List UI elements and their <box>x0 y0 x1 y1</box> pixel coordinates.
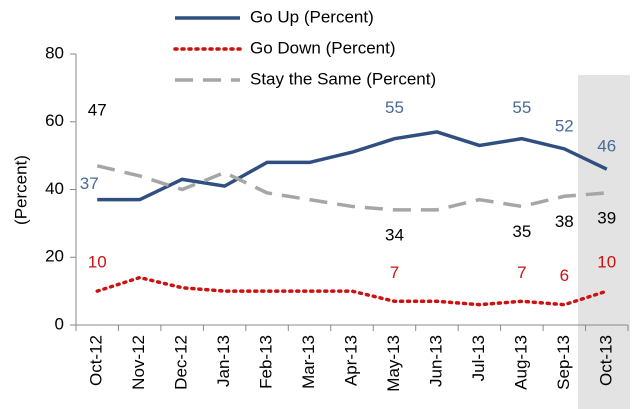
x-tick-label: Nov-12 <box>129 335 148 390</box>
x-tick-label: Jul-13 <box>469 335 488 381</box>
data-label: 10 <box>88 253 107 272</box>
legend-label: Go Down (Percent) <box>250 38 396 57</box>
legend-label: Go Up (Percent) <box>250 7 374 26</box>
x-tick-label: Mar-13 <box>299 335 318 389</box>
y-axis-label: (Percent) <box>11 155 30 225</box>
data-label: 55 <box>512 98 531 117</box>
y-tick-label: 40 <box>45 179 64 198</box>
x-tick-label: Dec-12 <box>172 335 191 390</box>
y-tick-label: 0 <box>55 314 64 333</box>
legend-label: Stay the Same (Percent) <box>250 69 436 88</box>
y-tick-label: 80 <box>45 43 64 62</box>
data-label: 37 <box>80 174 99 193</box>
data-label: 46 <box>597 137 616 156</box>
x-tick-label: Oct-12 <box>87 335 106 386</box>
y-tick-label: 60 <box>45 111 64 130</box>
data-label: 35 <box>512 222 531 241</box>
x-tick-label: Sep-13 <box>554 335 573 390</box>
data-label: 47 <box>88 100 107 119</box>
x-tick-label: Oct-13 <box>596 335 615 386</box>
x-tick-label: Feb-13 <box>257 335 276 389</box>
x-tick-label: Jan-13 <box>214 335 233 387</box>
series-line <box>96 164 607 212</box>
x-tick-label: May-13 <box>384 335 403 392</box>
data-label: 52 <box>555 116 574 135</box>
data-label: 6 <box>560 266 569 285</box>
series-line <box>95 275 609 307</box>
data-label: 55 <box>385 98 404 117</box>
data-label: 39 <box>597 208 616 227</box>
data-label: 34 <box>385 225 404 244</box>
x-tick-label: Jun-13 <box>426 335 445 387</box>
x-tick-label: Aug-13 <box>511 335 530 390</box>
data-label: 38 <box>555 212 574 231</box>
y-tick-label: 20 <box>45 247 64 266</box>
data-label: 7 <box>390 263 399 282</box>
highlight-box <box>578 75 630 409</box>
series-line <box>97 130 608 202</box>
data-label: 7 <box>517 263 526 282</box>
x-tick-label: Apr-13 <box>341 335 360 386</box>
data-label: 10 <box>597 253 616 272</box>
